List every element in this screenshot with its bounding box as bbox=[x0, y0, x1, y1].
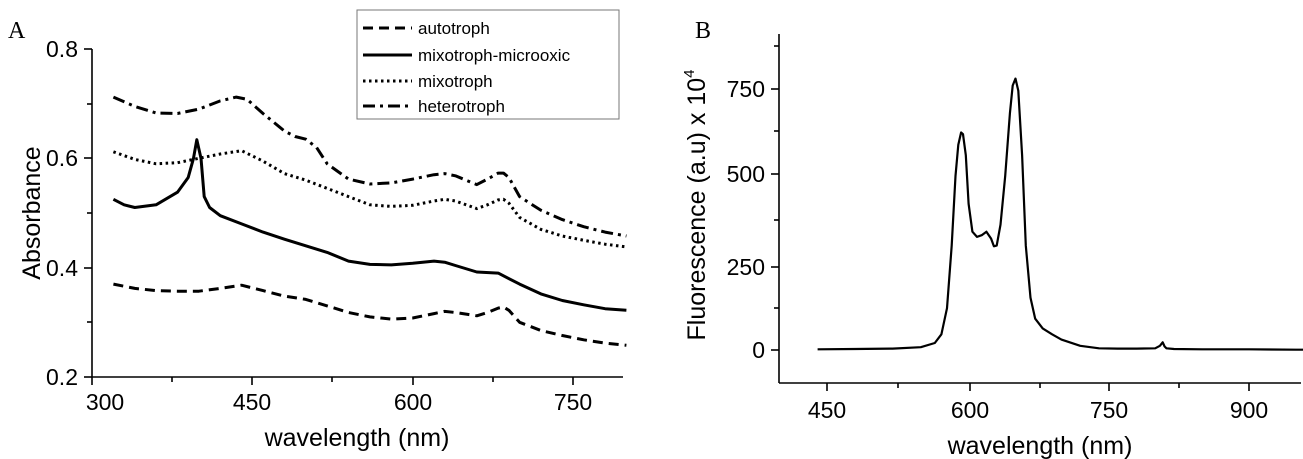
panel-a-legend: autotroph mixotroph-microoxic mixotroph … bbox=[356, 9, 620, 120]
panel-a-series-autotroph bbox=[113, 282, 627, 347]
panel-b-letter: B bbox=[695, 18, 711, 44]
panel-a-ytick-label: 0.8 bbox=[46, 36, 78, 62]
panel-a-series-mixotroph-microoxic bbox=[112, 138, 627, 312]
panel-b-x-axis-title: wavelength (nm) bbox=[947, 432, 1133, 459]
panel-a-ytick-label: 0.6 bbox=[46, 145, 78, 171]
panel-b-y-axis-title-sup: 4 bbox=[681, 70, 698, 78]
panel-a-ytick-label: 0.4 bbox=[46, 255, 78, 281]
panel-b-ytick-label: 250 bbox=[727, 254, 765, 280]
panel-a-series-heterotroph bbox=[112, 95, 627, 238]
panel-a-xtick-label: 750 bbox=[554, 389, 592, 415]
panel-b-xtick-label: 900 bbox=[1230, 397, 1268, 423]
panel-a-x-axis-title: wavelength (nm) bbox=[264, 424, 450, 452]
panel-b: B 0 250 500 750 450 600 750 900 waveleng… bbox=[681, 18, 1303, 459]
panel-b-xtick-label: 750 bbox=[1090, 397, 1128, 423]
panel-a: A 0.2 0.4 0.6 0.8 300 450 600 750 wavele… bbox=[8, 9, 627, 452]
panel-a-y-axis-title: Absorbance bbox=[18, 146, 46, 279]
panel-a-xtick-label: 300 bbox=[86, 389, 124, 415]
legend-label-heterotroph: heterotroph bbox=[418, 97, 505, 116]
legend-label-mixotroph: mixotroph bbox=[418, 72, 493, 91]
panel-b-ytick-label: 0 bbox=[752, 337, 765, 363]
panel-a-xtick-label: 450 bbox=[233, 389, 271, 415]
panel-b-y-axis-title-main: Fluorescence (a.u) x 10 bbox=[683, 78, 711, 341]
panel-b-y-axis-title: Fluorescence (a.u) x 104 bbox=[681, 70, 711, 341]
panel-a-letter: A bbox=[8, 18, 26, 44]
legend-label-autotroph: autotroph bbox=[418, 19, 490, 38]
legend-label-mixotroph-microoxic: mixotroph-microoxic bbox=[418, 46, 571, 65]
panel-a-series-mixotroph bbox=[112, 149, 627, 249]
panel-b-series-fluorescence bbox=[817, 77, 1303, 351]
panel-a-ytick-label: 0.2 bbox=[46, 364, 78, 390]
panel-b-xtick-label: 450 bbox=[808, 397, 846, 423]
panel-b-xtick-label: 600 bbox=[951, 397, 989, 423]
panel-b-ytick-label: 750 bbox=[727, 76, 765, 102]
panel-b-ytick-label: 500 bbox=[727, 161, 765, 187]
panel-a-xtick-label: 600 bbox=[394, 389, 432, 415]
